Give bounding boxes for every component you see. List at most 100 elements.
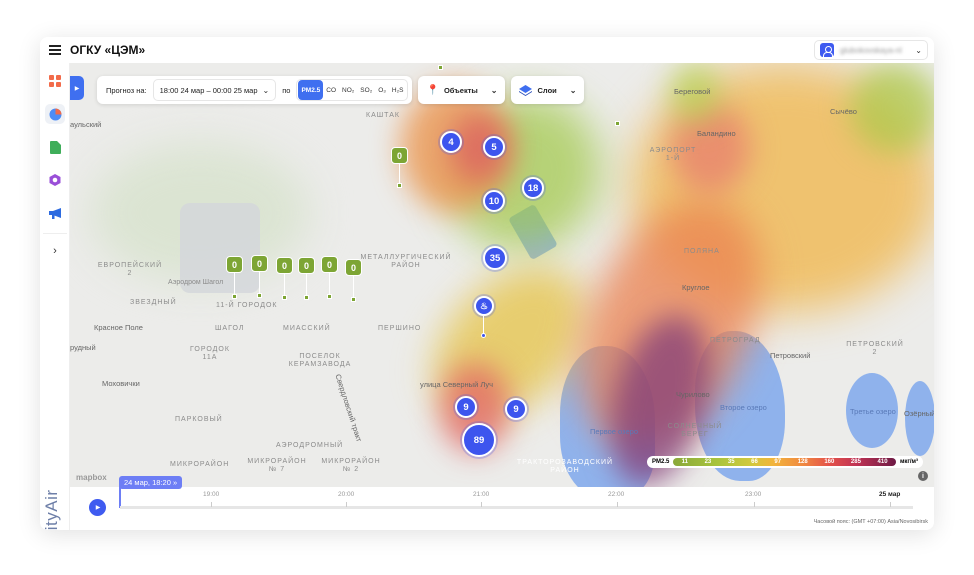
district-label: Шагол bbox=[215, 325, 245, 332]
tick-mark bbox=[346, 502, 347, 507]
lake-third bbox=[846, 373, 898, 448]
info-icon[interactable]: i bbox=[918, 471, 928, 481]
station-cluster[interactable]: 89 bbox=[462, 423, 496, 457]
district-label: Металлургический район bbox=[360, 254, 452, 269]
page-title: ОГКУ «ЦЭМ» bbox=[70, 43, 146, 57]
sidebar-item-dashboard[interactable] bbox=[45, 71, 65, 91]
station-point bbox=[351, 297, 356, 302]
timeline-cursor[interactable] bbox=[119, 485, 121, 508]
divider bbox=[43, 233, 67, 234]
district-label: Микрорайон bbox=[170, 461, 230, 468]
district-label: Аэропорт 1-й bbox=[649, 147, 697, 162]
district-label: Аэродромный bbox=[276, 442, 344, 449]
play-button[interactable]: ▶ bbox=[89, 499, 106, 516]
map-toolbar: Прогноз на: 18:00 24 мар – 00:00 25 мар ⌄… bbox=[97, 76, 585, 104]
place-label: Третье озеро bbox=[850, 407, 896, 416]
objects-dropdown[interactable]: 📍 Объекты ⌄ bbox=[418, 76, 506, 104]
pollutant-o3[interactable]: O₃ bbox=[378, 86, 386, 94]
place-label: Сычёво bbox=[830, 107, 857, 116]
legend-value: 97 bbox=[774, 459, 782, 465]
timezone-label: Часовой пояс: (GMT +07:00) Asia/Novosibi… bbox=[813, 519, 928, 525]
station-marker[interactable]: 0 bbox=[298, 257, 315, 274]
district-label: Миасский bbox=[283, 325, 331, 332]
district-label: Каштак bbox=[366, 112, 400, 119]
legend-pollutant: PM2.5 bbox=[652, 459, 670, 465]
place-label: Береговой bbox=[674, 87, 711, 96]
pollutant-selector: PM2.5 CO NO₂ SO₂ O₃ H₂S bbox=[296, 79, 409, 101]
user-avatar-icon bbox=[820, 43, 834, 57]
timeline-tick: 20:00 bbox=[338, 491, 355, 498]
station-cluster[interactable]: 35 bbox=[483, 246, 507, 270]
district-label: Европейский 2 bbox=[97, 262, 163, 277]
pollutant-co[interactable]: CO bbox=[326, 86, 337, 94]
forecast-panel: Прогноз на: 18:00 24 мар – 00:00 25 мар ⌄… bbox=[97, 76, 413, 104]
station-marker[interactable]: 0 bbox=[391, 147, 408, 164]
sidebar-item-reports[interactable] bbox=[45, 137, 65, 157]
station-marker[interactable]: 0 bbox=[345, 259, 362, 276]
pm25-legend: PM2.5 11 23 35 66 97 128 160 285 410 мкг/м³ bbox=[647, 456, 923, 468]
pollutant-so2[interactable]: SO₂ bbox=[360, 86, 373, 94]
legend-value: 128 bbox=[797, 459, 808, 465]
chevron-down-icon: ⌄ bbox=[569, 85, 577, 95]
district-label: Звездный bbox=[130, 299, 177, 306]
marker-stem bbox=[483, 316, 485, 334]
station-marker[interactable]: 0 bbox=[321, 256, 338, 273]
hexagon-icon bbox=[49, 174, 61, 186]
expand-sidebar-chevron-icon[interactable]: › bbox=[53, 245, 57, 257]
menu-icon[interactable] bbox=[49, 45, 61, 55]
pollutant-h2s[interactable]: H₂S bbox=[391, 86, 404, 94]
station-marker[interactable]: 0 bbox=[251, 255, 268, 272]
district-label: Городок 11А bbox=[190, 346, 230, 361]
forecast-period-select[interactable]: 18:00 24 мар – 00:00 25 мар ⌄ bbox=[152, 79, 277, 101]
layers-label: Слои bbox=[537, 85, 557, 95]
station-cluster[interactable]: 4 bbox=[440, 131, 462, 153]
station-cluster[interactable]: 18 bbox=[522, 177, 544, 199]
marker-stem bbox=[259, 272, 261, 294]
cityair-logo: CityAir bbox=[42, 489, 61, 530]
station-marker[interactable]: 0 bbox=[276, 257, 293, 274]
sidebar-item-objects[interactable] bbox=[45, 170, 65, 190]
station-cluster[interactable]: 9 bbox=[505, 398, 527, 420]
district-label: Солнечный берег bbox=[667, 423, 723, 438]
district-label: Поселок Керамзавода bbox=[288, 353, 352, 368]
chevron-down-icon: ⌄ bbox=[262, 85, 270, 95]
mapbox-logo: mapbox bbox=[76, 473, 107, 482]
timeline-tick: 19:00 bbox=[203, 491, 220, 498]
expand-panel-button[interactable]: ▶ bbox=[70, 76, 84, 100]
station-point bbox=[257, 293, 262, 298]
sidebar-item-monitoring[interactable] bbox=[45, 104, 65, 124]
pollutant-pm25[interactable]: PM2.5 bbox=[298, 80, 324, 100]
timeline-track[interactable] bbox=[120, 506, 913, 509]
legend-value: 23 bbox=[704, 459, 712, 465]
marker-stem bbox=[399, 164, 401, 184]
district-label: Парковый bbox=[175, 416, 223, 423]
station-cluster[interactable]: 10 bbox=[483, 190, 505, 212]
station-cluster[interactable]: 9 bbox=[455, 396, 477, 418]
forecast-period-value: 18:00 24 мар – 00:00 25 мар bbox=[159, 85, 258, 95]
forecast-label: Прогноз на: bbox=[106, 85, 147, 95]
current-time: 24 мар, 18:20 bbox=[124, 478, 171, 487]
pollutant-no2[interactable]: NO₂ bbox=[342, 86, 355, 94]
user-menu[interactable]: glubokovskaya-nl ⌄ bbox=[814, 40, 928, 60]
factory-marker-icon[interactable]: ♨ bbox=[474, 296, 494, 316]
chevron-down-icon: ⌄ bbox=[915, 45, 922, 55]
station-point bbox=[282, 295, 287, 300]
layers-dropdown[interactable]: Слои ⌄ bbox=[511, 76, 585, 104]
objects-label: Объекты bbox=[443, 85, 478, 95]
district-label: Микрорайон № 2 bbox=[321, 458, 381, 473]
district-label: 11-й городок bbox=[216, 302, 278, 309]
legend-scale: 11 23 35 66 97 128 160 285 410 bbox=[673, 458, 896, 466]
station-marker[interactable]: 0 bbox=[226, 256, 243, 273]
station-point bbox=[438, 65, 443, 70]
map[interactable]: аульский Красное Поле рудный Моховички Б… bbox=[70, 63, 934, 487]
by-label: по bbox=[282, 85, 291, 95]
airfield-area bbox=[180, 203, 260, 293]
sidebar-item-notifications[interactable] bbox=[45, 203, 65, 223]
district-label: Першино bbox=[378, 325, 422, 332]
fast-forward-icon[interactable]: » bbox=[172, 478, 178, 487]
chevron-down-icon: ⌄ bbox=[490, 85, 498, 95]
marker-point bbox=[481, 333, 486, 338]
station-cluster[interactable]: 5 bbox=[483, 136, 505, 158]
place-label: Круглое bbox=[682, 283, 710, 292]
timeline-tick: 25 мар bbox=[879, 491, 901, 498]
